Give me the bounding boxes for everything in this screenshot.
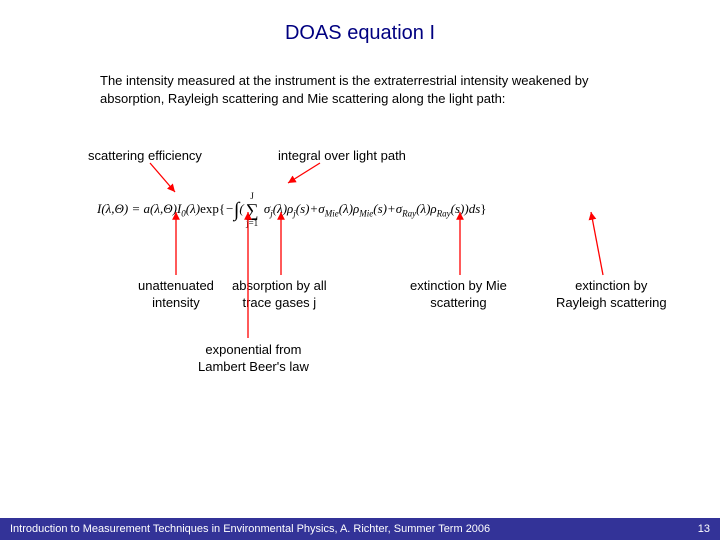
label-unattenuated-intensity: unattenuated intensity <box>138 278 214 312</box>
label-exponential: exponential from Lambert Beer's law <box>198 342 309 376</box>
label-extinction-mie: extinction by Mie scattering <box>410 278 507 312</box>
page-number: 13 <box>698 523 710 535</box>
label-scattering-efficiency: scattering efficiency <box>88 148 202 165</box>
label-absorption: absorption by all trace gases j <box>232 278 327 312</box>
footer-text: Introduction to Measurement Techniques i… <box>10 523 490 535</box>
slide-title: DOAS equation I <box>0 0 720 45</box>
label-integral-over-light-path: integral over light path <box>278 148 406 165</box>
label-extinction-rayleigh: extinction by Rayleigh scattering <box>556 278 667 312</box>
description-text: The intensity measured at the instrument… <box>100 72 620 107</box>
footer-bar: Introduction to Measurement Techniques i… <box>0 518 720 540</box>
doas-equation: I(λ,Θ) = a(λ,Θ)I0(λ)exp{−∫(J∑j=1 σj(λ)ρj… <box>97 192 657 228</box>
